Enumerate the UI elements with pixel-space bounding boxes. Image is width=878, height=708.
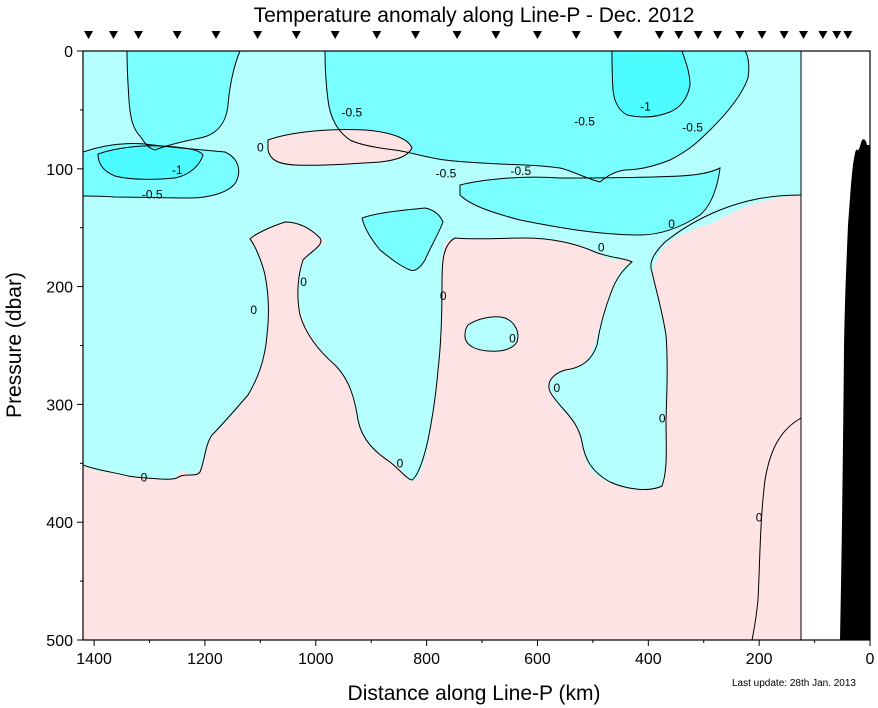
negative-strong-region-a <box>612 51 690 117</box>
x-tick-label: 600 <box>524 651 551 668</box>
station-marker <box>84 31 94 39</box>
contour-label: -0.5 <box>341 105 362 119</box>
station-marker <box>211 31 221 39</box>
station-marker <box>372 31 382 39</box>
station-marker <box>818 31 828 39</box>
y-tick-label: 500 <box>46 633 73 650</box>
y-tick-label: 300 <box>46 397 73 414</box>
y-tick-label: 400 <box>46 515 73 532</box>
contour-label: -0.5 <box>142 188 163 202</box>
station-marker <box>172 31 182 39</box>
contour-label: 0 <box>250 303 257 317</box>
minus-half-contour-d <box>361 207 444 271</box>
contour-label: -0.5 <box>436 167 457 181</box>
x-tick-label: 200 <box>746 651 773 668</box>
contour-label: -0.5 <box>574 115 595 129</box>
station-marker <box>843 31 853 39</box>
station-marker <box>411 31 421 39</box>
negative-medium-region-d <box>362 208 443 271</box>
y-axis-title: Pressure (dbar) <box>3 272 26 418</box>
minus-half-contour-a <box>126 51 241 151</box>
station-marker <box>735 31 745 39</box>
y-tick-label: 100 <box>46 162 73 179</box>
contour-label: 0 <box>598 241 605 255</box>
contour-label: -0.5 <box>682 121 703 135</box>
minus-half-contour-b <box>83 143 240 199</box>
zero-contour-main <box>83 194 802 490</box>
station-marker <box>674 31 684 39</box>
negative-medium-region-a <box>127 51 240 150</box>
station-marker <box>571 31 581 39</box>
station-marker <box>291 31 301 39</box>
contour-fills <box>83 51 870 640</box>
station-marker <box>108 31 118 39</box>
station-marker <box>532 31 542 39</box>
contour-label: 0 <box>397 456 404 470</box>
positive-island-region <box>268 129 412 166</box>
minus-half-contour-c <box>324 51 750 183</box>
x-axis: 1400 1200 1000 800 600 400 200 0 <box>76 640 875 668</box>
x-tick-label: 1000 <box>298 651 334 668</box>
station-marker <box>452 31 462 39</box>
station-marker <box>133 31 143 39</box>
station-marker <box>491 31 501 39</box>
station-marker <box>693 31 703 39</box>
x-tick-label: 400 <box>635 651 662 668</box>
y-axis: 0 100 200 300 400 500 <box>46 44 83 650</box>
contour-labels: -0.5 -0.5 -1 -0.5 -1 -0.5 0 -0.5 -0.5 0 0 0 0 0 0 0 0 0 0 0 <box>141 99 763 524</box>
negative-medium-region-e <box>460 168 720 235</box>
x-tick-label: 800 <box>413 651 440 668</box>
y-tick-label: 0 <box>64 44 73 61</box>
zero-contour-positive-island <box>267 129 413 166</box>
zero-contour-negative-island <box>464 316 519 352</box>
station-marker <box>779 31 789 39</box>
contour-label: 0 <box>141 470 148 484</box>
minus-one-contour-b <box>97 145 204 180</box>
zero-contour-east <box>751 417 802 640</box>
contour-label: 0 <box>509 331 516 345</box>
station-marker <box>757 31 767 39</box>
minus-one-contour-a <box>611 51 691 118</box>
x-axis-title: Distance along Line-P (km) <box>348 682 601 705</box>
station-marker <box>613 31 623 39</box>
y-tick-label: 200 <box>46 280 73 297</box>
x-tick-label: 1400 <box>76 651 112 668</box>
station-marker <box>253 31 263 39</box>
station-marker <box>654 31 664 39</box>
contour-lines <box>83 51 802 640</box>
contour-label: 0 <box>659 412 666 426</box>
contour-label: 0 <box>554 381 561 395</box>
contour-label: 0 <box>668 217 675 231</box>
station-marker <box>832 31 842 39</box>
contour-label: -1 <box>172 163 183 177</box>
minus-half-contour-e <box>459 167 721 236</box>
station-marker <box>798 31 808 39</box>
x-tick-label: 0 <box>866 651 875 668</box>
contour-label: 0 <box>756 510 763 524</box>
contour-label: -0.5 <box>510 164 531 178</box>
negative-strong-region-b <box>98 145 203 180</box>
last-update-note: Last update: 28th Jan. 2013 <box>732 678 856 689</box>
contour-label: 0 <box>300 275 307 289</box>
station-marker <box>713 31 723 39</box>
chart-title: Temperature anomaly along Line-P - Dec. … <box>254 4 695 27</box>
contour-label: 0 <box>440 289 447 303</box>
contour-label: 0 <box>257 141 264 155</box>
bathymetry-silhouette <box>840 139 870 641</box>
negative-island-region <box>465 316 518 352</box>
station-marker <box>330 31 340 39</box>
contour-label: -1 <box>640 99 651 113</box>
x-tick-label: 1200 <box>187 651 223 668</box>
station-markers <box>84 31 853 39</box>
